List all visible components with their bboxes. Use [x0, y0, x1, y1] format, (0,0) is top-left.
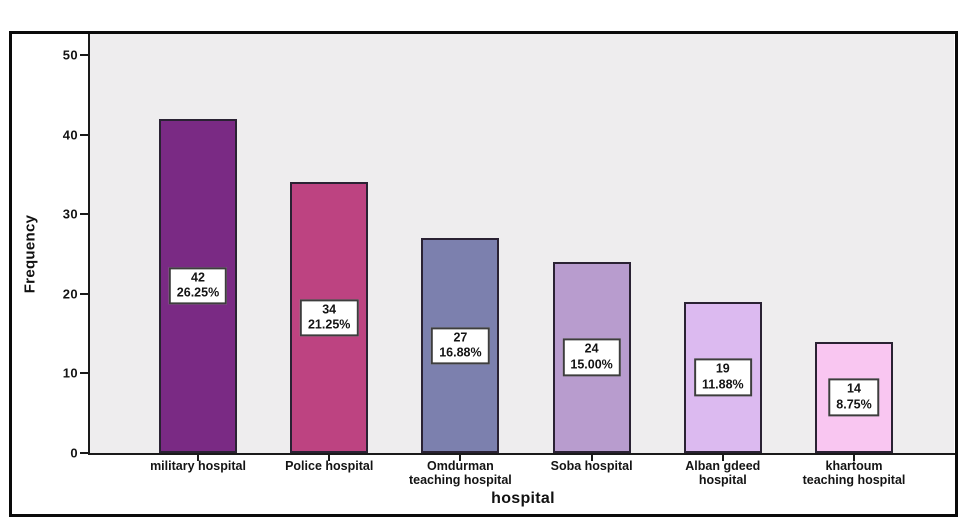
y-tick-label: 40 — [62, 127, 78, 143]
x-axis-line — [88, 453, 956, 455]
bar-count: 14 — [847, 381, 861, 396]
y-tick-mark — [80, 213, 88, 216]
y-tick-label: 30 — [62, 206, 78, 222]
y-tick-label: 20 — [62, 286, 78, 302]
bar-percent: 21.25% — [307, 317, 351, 332]
bar-count: 24 — [584, 341, 599, 356]
bar-6 — [815, 341, 893, 453]
bar-value-label: 42 26.25% — [168, 267, 228, 305]
y-tick-label: 50 — [62, 47, 78, 63]
category-label: khartoum teaching hospital — [802, 459, 906, 488]
y-tick-label: 10 — [62, 365, 78, 381]
bar-percent: 8.75% — [836, 397, 872, 412]
bar-percent: 26.25% — [176, 285, 220, 300]
x-tick-mark — [853, 455, 855, 461]
y-axis-line — [88, 34, 90, 455]
category-label: military hospital — [150, 459, 246, 473]
bar-count: 19 — [715, 361, 730, 376]
x-tick-mark — [590, 455, 593, 461]
bar-value-label: 14 8.75% — [828, 378, 880, 416]
y-tick-mark — [80, 372, 88, 375]
bar-count: 34 — [322, 302, 337, 317]
x-tick-mark — [721, 455, 724, 461]
y-tick-mark — [80, 452, 88, 454]
x-tick-mark — [328, 455, 331, 461]
category-label: Soba hospital — [550, 459, 633, 473]
bar-value-label: 27 16.88% — [431, 326, 490, 365]
x-tick-mark — [459, 455, 462, 461]
bar-percent: 11.88% — [701, 377, 744, 392]
x-tick-mark — [197, 455, 199, 461]
y-axis-title: Frequency — [21, 214, 39, 294]
category-label: Omdurman teaching hospital — [408, 459, 512, 488]
y-tick-mark — [80, 54, 88, 56]
bar-percent: 15.00% — [570, 357, 613, 372]
y-tick-mark — [80, 133, 88, 136]
bar-count: 42 — [191, 270, 205, 285]
category-label: Alban gdeed hospital — [685, 459, 761, 488]
y-tick-label: 0 — [70, 445, 78, 461]
bar-percent: 16.88% — [439, 345, 482, 360]
bar-value-label: 34 21.25% — [299, 299, 359, 337]
bar-count: 27 — [453, 329, 468, 344]
x-axis-title: hospital — [491, 490, 555, 507]
bar-value-label: 19 11.88% — [693, 358, 752, 396]
category-label: Police hospital — [285, 459, 374, 473]
bar-value-label: 24 15.00% — [562, 338, 621, 377]
y-tick-mark — [80, 292, 88, 295]
